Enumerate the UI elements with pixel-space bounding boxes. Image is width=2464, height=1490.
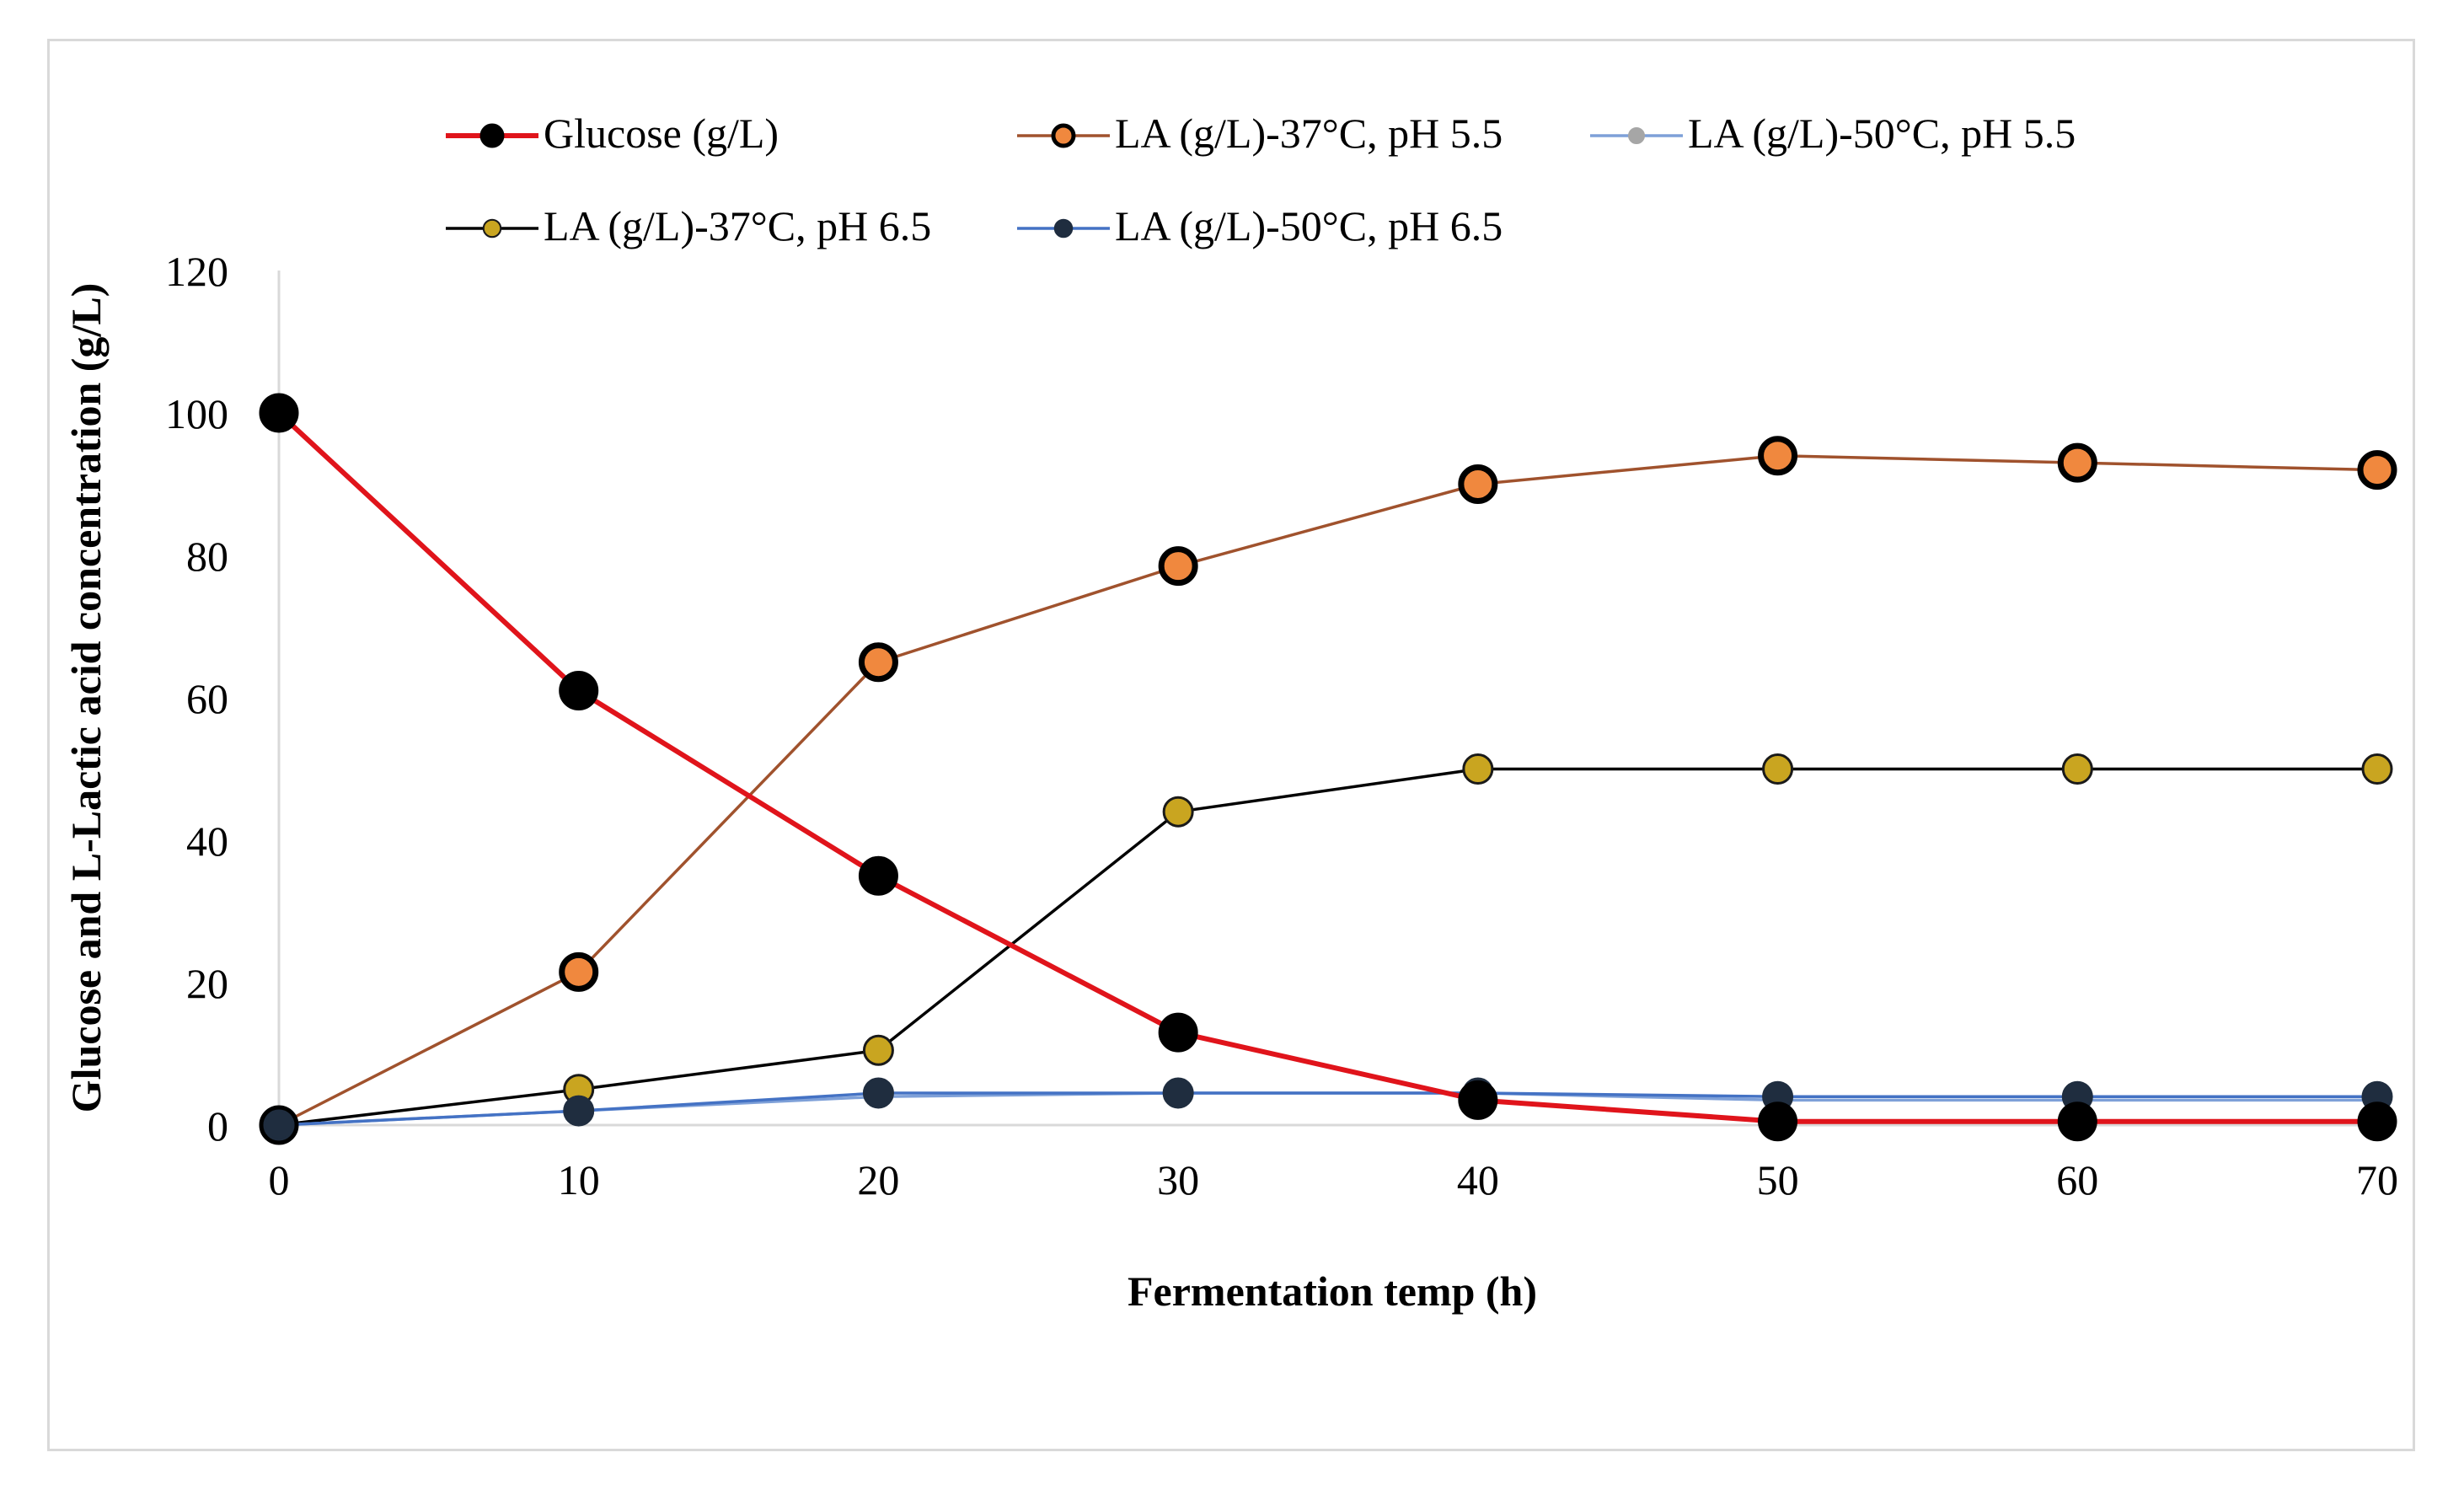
data-point-series-4 — [2361, 753, 2393, 785]
legend-label: LA (g/L)-50°C, pH 6.5 — [1115, 202, 1503, 249]
legend-item: LA (g/L)-37°C, pH 6.5 — [446, 202, 931, 249]
x-tick-label: 10 — [558, 1156, 600, 1203]
legend-label: LA (g/L)-50°C, pH 5.5 — [1688, 110, 2076, 157]
data-point-series-2 — [1758, 436, 1798, 476]
y-tick-label: 0 — [207, 1102, 228, 1150]
legend-item: LA (g/L)-50°C, pH 6.5 — [1017, 202, 1503, 249]
x-tick-label: 70 — [2356, 1156, 2398, 1203]
y-tick-label: 120 — [165, 248, 228, 295]
data-point-series-5 — [263, 1109, 295, 1141]
data-point-series-4 — [1162, 796, 1194, 828]
series-line-1 — [276, 410, 2377, 1124]
data-point-series-1 — [2357, 1101, 2397, 1142]
legend-swatch-marker — [1051, 123, 1076, 148]
axes: 0 20 40 60 80 100 120 0 10 20 30 40 50 60 70 — [165, 248, 2398, 1203]
y-tick-label: 80 — [186, 533, 228, 580]
legend-swatch-marker — [1053, 218, 1074, 239]
data-point-series-1 — [259, 393, 299, 433]
series-line-5 — [278, 1091, 2377, 1127]
y-tick-label: 60 — [186, 675, 228, 722]
x-axis-label: Fermentation temp (h) — [1128, 1268, 1537, 1315]
y-tick-label: 20 — [186, 960, 228, 1007]
legend-item: Glucose (g/L) — [446, 110, 779, 157]
legend-swatch-marker — [482, 218, 502, 239]
data-point-series-2 — [2357, 450, 2397, 490]
legend-swatch-marker — [479, 123, 505, 148]
line-chart: 0 20 40 60 80 100 120 0 10 20 30 40 50 60 70 Glucose (… — [62, 110, 2398, 1315]
x-tick-label: 30 — [1157, 1156, 1199, 1203]
legend-label: Glucose (g/L) — [544, 110, 779, 157]
y-tick-label: 40 — [186, 817, 228, 865]
data-point-series-5 — [862, 1077, 894, 1109]
x-tick-label: 60 — [2056, 1156, 2098, 1203]
series-markers — [259, 393, 2397, 1145]
data-point-series-1 — [2057, 1101, 2097, 1142]
data-point-series-4 — [1462, 753, 1494, 785]
data-point-series-2 — [858, 642, 898, 683]
legend-item: LA (g/L)-37°C, pH 5.5 — [1017, 110, 1503, 157]
data-point-series-2 — [1158, 546, 1198, 587]
y-tick-label: 100 — [165, 390, 228, 437]
data-point-series-4 — [862, 1034, 894, 1066]
x-tick-label: 0 — [269, 1156, 290, 1203]
data-point-series-5 — [563, 1095, 595, 1127]
data-point-series-1 — [1158, 1012, 1198, 1053]
legend-label: LA (g/L)-37°C, pH 6.5 — [544, 202, 931, 249]
data-point-series-1 — [559, 671, 599, 711]
data-point-series-2 — [1458, 464, 1498, 504]
series-line-4 — [278, 767, 2377, 1127]
y-axis-label: Glucose and L-Lactic acid concentration … — [62, 283, 110, 1113]
data-point-series-1 — [1758, 1101, 1798, 1142]
series-line-2 — [278, 453, 2378, 1127]
legend: Glucose (g/L) LA (g/L)-37°C, pH 5.5 LA (g/… — [446, 110, 2076, 249]
x-tick-label: 50 — [1757, 1156, 1799, 1203]
data-point-series-5 — [1162, 1077, 1194, 1109]
legend-item: LA (g/L)-50°C, pH 5.5 — [1590, 110, 2076, 157]
data-point-series-2 — [2057, 442, 2097, 483]
data-point-series-1 — [858, 855, 898, 896]
series-lines — [276, 410, 2378, 1127]
data-point-series-4 — [2061, 753, 2093, 785]
data-point-series-1 — [1458, 1080, 1498, 1120]
x-tick-label: 40 — [1457, 1156, 1499, 1203]
legend-swatch-marker — [1628, 127, 1645, 144]
data-point-series-2 — [559, 951, 599, 992]
x-tick-label: 20 — [857, 1156, 899, 1203]
data-point-series-4 — [1762, 753, 1794, 785]
legend-label: LA (g/L)-37°C, pH 5.5 — [1115, 110, 1503, 157]
chart-frame: 0 20 40 60 80 100 120 0 10 20 30 40 50 60 70 Glucose (… — [47, 39, 2415, 1451]
